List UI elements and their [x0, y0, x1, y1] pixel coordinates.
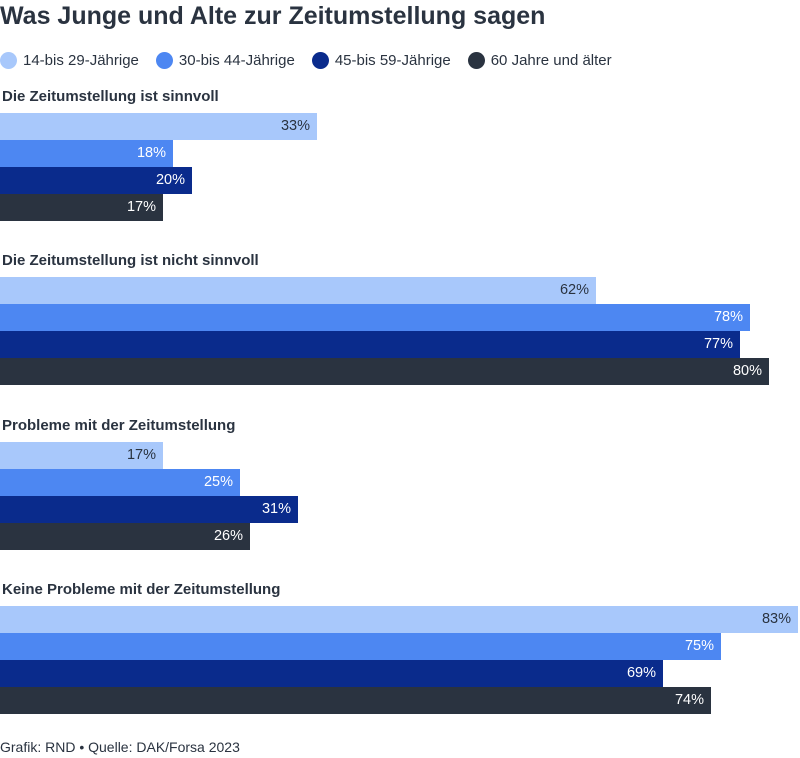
bar-value-label: 17% [126, 447, 156, 463]
bar-45-bis-59-j-hrige: 77% [0, 331, 740, 358]
bar-14-bis-29-j-hrige: 62% [0, 277, 596, 304]
bar-60-jahre-und-lter: 80% [0, 358, 769, 385]
bar-45-bis-59-j-hrige: 69% [0, 660, 663, 687]
bar-45-bis-59-j-hrige: 20% [0, 167, 192, 194]
group-title: Keine Probleme mit der Zeitumstellung [2, 581, 281, 598]
legend-swatch [467, 51, 485, 69]
bar-value-label: 18% [136, 145, 166, 161]
bar-value-label: 33% [280, 118, 310, 134]
bar-30-bis-44-j-hrige: 78% [0, 304, 750, 331]
bar-30-bis-44-j-hrige: 75% [0, 633, 721, 660]
bar-value-label: 20% [155, 172, 185, 188]
bar-value-label: 69% [626, 665, 656, 681]
chart-title: Was Junge und Alte zur Zeitumstellung sa… [0, 2, 546, 30]
legend-item-30-bis-44-j-hrige: 30-bis 44-Jährige [155, 51, 295, 69]
bar-value-label: 77% [703, 336, 733, 352]
bar-45-bis-59-j-hrige: 31% [0, 496, 298, 523]
legend-swatch [0, 51, 17, 69]
bar-60-jahre-und-lter: 26% [0, 523, 250, 550]
group-title: Die Zeitumstellung ist nicht sinnvoll [2, 252, 259, 269]
bar-value-label: 31% [261, 501, 291, 517]
bar-chart: Die Zeitumstellung ist sinnvoll 33% 18% 20%… [0, 88, 798, 714]
group-title: Probleme mit der Zeitumstellung [2, 417, 236, 434]
bar-14-bis-29-j-hrige: 33% [0, 113, 317, 140]
group-title: Die Zeitumstellung ist sinnvoll [2, 88, 219, 105]
bar-14-bis-29-j-hrige: 17% [0, 442, 163, 469]
legend-swatch [155, 51, 173, 69]
legend: 14-bis 29-Jährige 30-bis 44-Jährige 45-bis… [0, 48, 629, 72]
bar-60-jahre-und-lter: 17% [0, 194, 163, 221]
bar-value-label: 80% [732, 363, 762, 379]
legend-swatch [311, 51, 329, 69]
legend-label: 45-bis 59-Jährige [334, 51, 451, 69]
bar-value-label: 17% [126, 199, 156, 215]
bar-60-jahre-und-lter: 74% [0, 687, 711, 714]
legend-item-60-jahre-und-lter: 60 Jahre und älter [467, 51, 612, 69]
legend-label: 30-bis 44-Jährige [178, 51, 295, 69]
legend-item-14-bis-29-j-hrige: 14-bis 29-Jährige [0, 51, 139, 69]
bar-30-bis-44-j-hrige: 25% [0, 469, 240, 496]
bar-30-bis-44-j-hrige: 18% [0, 140, 173, 167]
source-note: Grafik: RND • Quelle: DAK/Forsa 2023 [0, 739, 240, 755]
bar-value-label: 78% [713, 309, 743, 325]
legend-item-45-bis-59-j-hrige: 45-bis 59-Jährige [311, 51, 451, 69]
legend-label: 60 Jahre und älter [490, 51, 612, 69]
bar-value-label: 25% [203, 474, 233, 490]
bar-14-bis-29-j-hrige: 83% [0, 606, 798, 633]
legend-label: 14-bis 29-Jährige [23, 51, 139, 69]
bar-value-label: 26% [213, 528, 243, 544]
bar-value-label: 62% [559, 282, 589, 298]
bar-value-label: 74% [674, 692, 704, 708]
bar-value-label: 83% [761, 611, 791, 627]
bar-value-label: 75% [684, 638, 714, 654]
